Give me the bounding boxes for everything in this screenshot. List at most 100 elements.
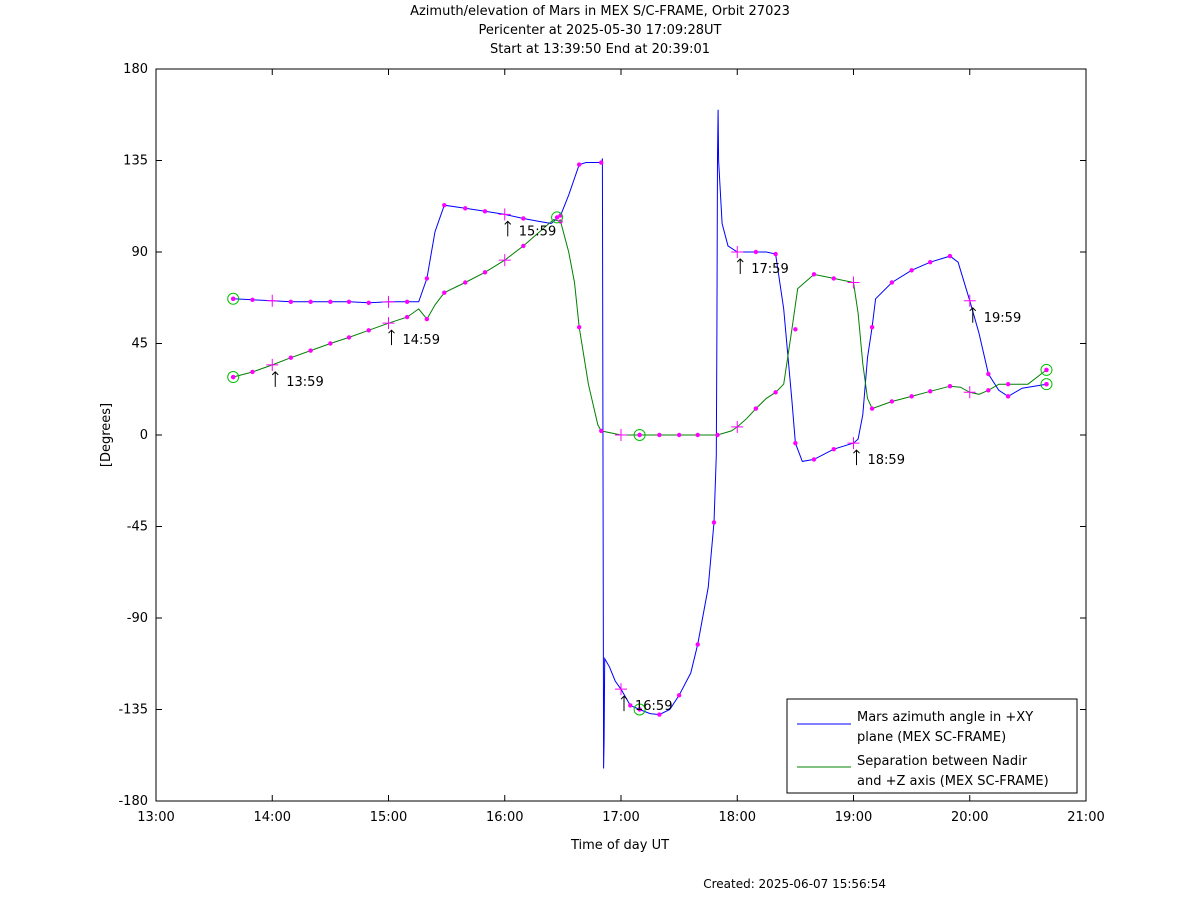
- y-tick-label: -90: [127, 611, 148, 626]
- data-point-azimuth: [599, 160, 604, 165]
- endpoint-dot: [1044, 381, 1049, 387]
- data-point-azimuth: [869, 325, 875, 330]
- chart-title: Azimuth/elevation of Mars in MEX S/C-FRA…: [410, 4, 790, 19]
- chart-subtitle-start-end: Start at 13:39:50 End at 20:39:01: [489, 42, 711, 57]
- data-point-separation: [346, 335, 352, 340]
- data-point-separation: [657, 432, 662, 438]
- data-point-azimuth: [308, 299, 313, 305]
- data-point-separation: [947, 384, 953, 389]
- time-marker-arrow: [620, 695, 628, 712]
- endpoint-circle: [227, 371, 240, 384]
- data-point-azimuth: [947, 253, 953, 259]
- y-tick-label: 0: [140, 428, 148, 443]
- data-point-azimuth: [928, 259, 933, 265]
- endpoint-dot: [554, 215, 560, 220]
- legend: Mars azimuth angle in +XY plane (MEX SC-…: [786, 698, 1078, 794]
- data-point-separation: [576, 325, 582, 330]
- hour-cross-separation: [963, 386, 976, 399]
- x-tick-label: 16:00: [486, 810, 523, 825]
- y-tick-label: -180: [118, 794, 148, 809]
- y-tick-label: -45: [127, 520, 148, 535]
- hour-cross-azimuth: [498, 208, 511, 221]
- hour-cross-separation: [847, 276, 860, 289]
- y-tick-label: 45: [131, 337, 148, 352]
- data-point-azimuth: [482, 209, 488, 214]
- time-marker-arrow: [853, 449, 860, 466]
- data-point-separation: [1005, 381, 1011, 387]
- data-point-separation: [753, 406, 759, 411]
- data-point-separation: [928, 389, 933, 394]
- x-tick-label: 20:00: [951, 810, 988, 825]
- endpoint-dot: [230, 296, 236, 301]
- x-tick-label: 14:00: [254, 810, 291, 825]
- legend-box: [786, 698, 1078, 794]
- data-point-azimuth: [986, 371, 991, 377]
- data-point-azimuth: [424, 276, 430, 281]
- endpoint-dot: [1044, 367, 1049, 373]
- time-marker-label: 17:59: [751, 262, 788, 277]
- data-point-azimuth: [753, 249, 759, 255]
- data-point-azimuth: [628, 703, 633, 708]
- time-marker-arrow: [271, 371, 279, 387]
- data-point-azimuth: [695, 642, 700, 647]
- time-marker-arrow: [388, 329, 395, 346]
- data-point-separation: [793, 327, 798, 332]
- data-point-separation: [424, 316, 430, 322]
- x-tick-label: 15:00: [370, 810, 407, 825]
- data-point-azimuth: [250, 297, 255, 302]
- data-point-separation: [404, 314, 410, 320]
- data-point-azimuth: [676, 693, 682, 698]
- time-marker-label: 13:59: [286, 375, 323, 390]
- y-tick-label: -135: [118, 703, 148, 718]
- series-line-separation: [233, 218, 1047, 436]
- endpoint-dot: [637, 432, 642, 438]
- data-point-azimuth: [463, 206, 468, 211]
- endpoint-circle: [551, 211, 564, 224]
- time-marker-arrow: [504, 220, 512, 237]
- legend-label-azimuth-2: plane (MEX SC-FRAME): [857, 730, 1006, 745]
- data-point-azimuth: [442, 203, 447, 208]
- y-tick-label: 90: [131, 245, 148, 260]
- chart-subtitle-pericenter: Pericenter at 2025-05-30 17:09:28UT: [478, 23, 722, 38]
- endpoint-circle: [633, 429, 646, 441]
- data-point-separation: [599, 428, 604, 434]
- x-tick-label: 21:00: [1067, 810, 1104, 825]
- endpoint-circle: [633, 703, 646, 716]
- data-point-separation: [328, 341, 333, 346]
- data-point-separation: [366, 328, 371, 333]
- data-point-separation: [986, 388, 991, 393]
- data-point-separation: [482, 270, 488, 275]
- legend-label-azimuth-1: Mars azimuth angle in +XY: [857, 710, 1033, 725]
- hour-cross-separation: [498, 254, 511, 267]
- x-tick-label: 18:00: [719, 810, 756, 825]
- data-point-azimuth: [404, 299, 410, 305]
- y-tick-label: 180: [123, 62, 148, 77]
- time-marker-arrow: [969, 307, 977, 323]
- hour-cross-separation: [615, 429, 627, 441]
- time-marker-arrow: [736, 258, 744, 274]
- x-tick-label: 19:00: [835, 810, 872, 825]
- data-point-azimuth: [288, 299, 294, 305]
- hour-cross-azimuth: [731, 246, 744, 258]
- data-point-separation: [250, 369, 255, 375]
- data-point-azimuth: [909, 268, 914, 273]
- data-point-azimuth: [576, 162, 582, 167]
- data-point-azimuth: [889, 280, 895, 285]
- data-point-separation: [463, 280, 468, 285]
- data-point-separation: [811, 272, 817, 277]
- data-point-separation: [869, 406, 875, 411]
- x-tick-label: 13:00: [137, 810, 174, 825]
- data-point-separation: [715, 432, 720, 438]
- y-axis-label: [Degrees]: [99, 403, 114, 467]
- hour-cross-azimuth: [266, 294, 279, 307]
- data-point-separation: [308, 348, 313, 353]
- endpoint-dot: [230, 374, 236, 380]
- endpoint-dot: [637, 707, 642, 712]
- time-marker-label: 14:59: [403, 333, 440, 348]
- data-point-separation: [676, 432, 682, 438]
- time-marker-label: 16:59: [635, 699, 672, 714]
- data-point-azimuth: [811, 457, 817, 462]
- data-point-separation: [773, 390, 778, 395]
- legend-label-separation-2: and +Z axis (MEX SC-FRAME): [857, 774, 1049, 789]
